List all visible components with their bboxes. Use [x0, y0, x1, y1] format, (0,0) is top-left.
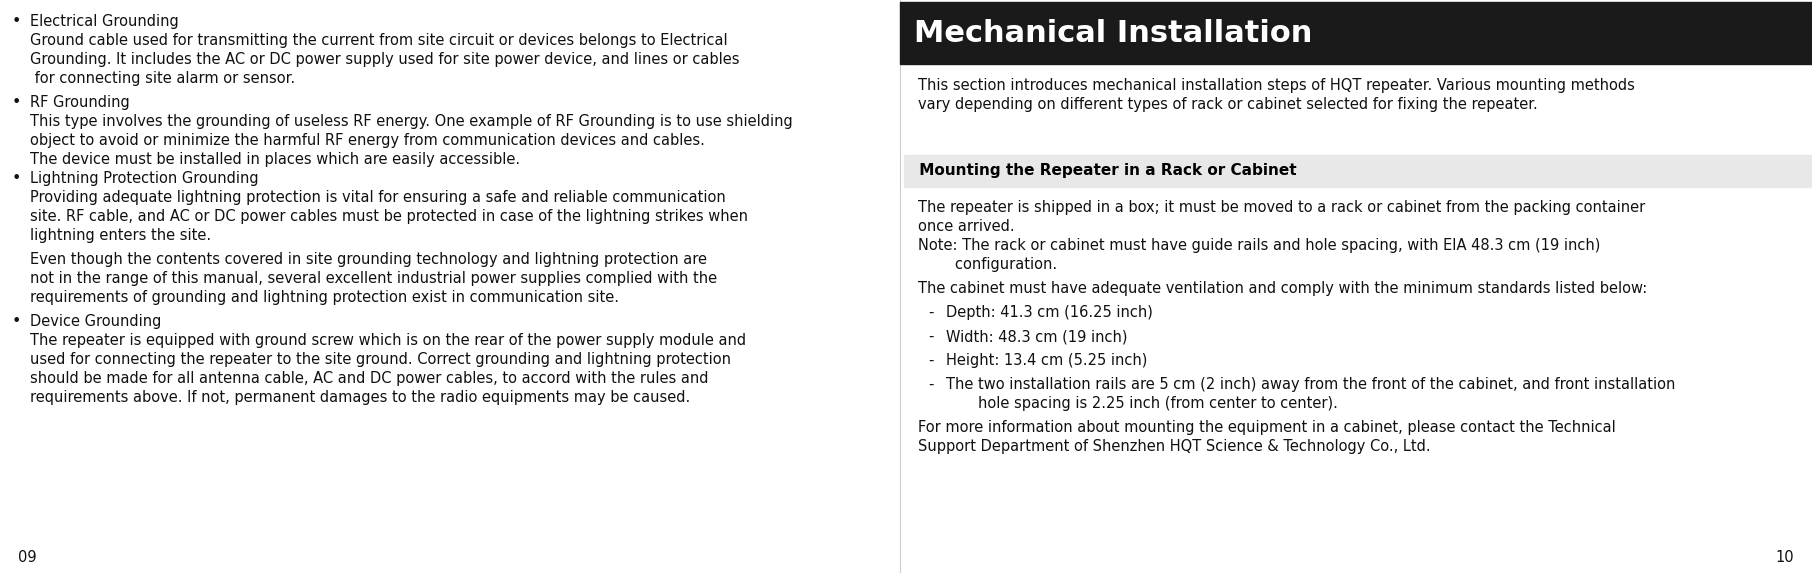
Text: The repeater is equipped with ground screw which is on the rear of the power sup: The repeater is equipped with ground scr… — [31, 333, 747, 348]
Text: for connecting site alarm or sensor.: for connecting site alarm or sensor. — [31, 71, 295, 86]
Text: Depth: 41.3 cm (16.25 inch): Depth: 41.3 cm (16.25 inch) — [946, 305, 1152, 320]
Text: This section introduces mechanical installation steps of HQT repeater. Various m: This section introduces mechanical insta… — [919, 78, 1634, 93]
Text: site. RF cable, and AC or DC power cables must be protected in case of the light: site. RF cable, and AC or DC power cable… — [31, 209, 748, 224]
Text: Electrical Grounding: Electrical Grounding — [31, 14, 179, 29]
Text: once arrived.: once arrived. — [919, 219, 1015, 234]
Text: vary depending on different types of rack or cabinet selected for fixing the rep: vary depending on different types of rac… — [919, 97, 1538, 112]
Text: Height: 13.4 cm (5.25 inch): Height: 13.4 cm (5.25 inch) — [946, 353, 1147, 368]
Text: lightning enters the site.: lightning enters the site. — [31, 228, 212, 243]
Text: -: - — [928, 353, 933, 368]
Text: •: • — [13, 14, 22, 29]
Text: Width: 48.3 cm (19 inch): Width: 48.3 cm (19 inch) — [946, 329, 1127, 344]
Text: The device must be installed in places which are easily accessible.: The device must be installed in places w… — [31, 152, 520, 167]
Text: -: - — [928, 329, 933, 344]
Text: RF Grounding: RF Grounding — [31, 95, 130, 110]
Text: •: • — [13, 171, 22, 186]
Text: •: • — [13, 95, 22, 110]
Text: 09: 09 — [18, 550, 36, 565]
Text: Device Grounding: Device Grounding — [31, 314, 161, 329]
Text: For more information about mounting the equipment in a cabinet, please contact t: For more information about mounting the … — [919, 420, 1616, 435]
Text: The cabinet must have adequate ventilation and comply with the minimum standards: The cabinet must have adequate ventilati… — [919, 281, 1647, 296]
Text: Grounding. It includes the AC or DC power supply used for site power device, and: Grounding. It includes the AC or DC powe… — [31, 52, 739, 67]
Text: This type involves the grounding of useless RF energy. One example of RF Groundi: This type involves the grounding of usel… — [31, 114, 794, 129]
Text: The two installation rails are 5 cm (2 inch) away from the front of the cabinet,: The two installation rails are 5 cm (2 i… — [946, 377, 1676, 392]
Text: should be made for all antenna cable, AC and DC power cables, to accord with the: should be made for all antenna cable, AC… — [31, 371, 708, 386]
Text: -: - — [928, 305, 933, 320]
Text: •: • — [13, 314, 22, 329]
Text: not in the range of this manual, several excellent industrial power supplies com: not in the range of this manual, several… — [31, 271, 718, 286]
Bar — [904, 155, 1812, 187]
Text: Even though the contents covered in site grounding technology and lightning prot: Even though the contents covered in site… — [31, 252, 707, 267]
Text: hole spacing is 2.25 inch (from center to center).: hole spacing is 2.25 inch (from center t… — [978, 396, 1337, 411]
Text: -: - — [928, 377, 933, 392]
Text: object to avoid or minimize the harmful RF energy from communication devices and: object to avoid or minimize the harmful … — [31, 133, 705, 148]
Bar — [901, 2, 1812, 64]
Text: Note: The rack or cabinet must have guide rails and hole spacing, with EIA 48.3 : Note: The rack or cabinet must have guid… — [919, 238, 1600, 253]
Text: Ground cable used for transmitting the current from site circuit or devices belo: Ground cable used for transmitting the c… — [31, 33, 728, 48]
Text: requirements of grounding and lightning protection exist in communication site.: requirements of grounding and lightning … — [31, 290, 620, 305]
Text: The repeater is shipped in a box; it must be moved to a rack or cabinet from the: The repeater is shipped in a box; it mus… — [919, 200, 1645, 215]
Text: Mounting the Repeater in a Rack or Cabinet: Mounting the Repeater in a Rack or Cabin… — [913, 163, 1297, 179]
Text: Support Department of Shenzhen HQT Science & Technology Co., Ltd.: Support Department of Shenzhen HQT Scien… — [919, 439, 1431, 454]
Text: requirements above. If not, permanent damages to the radio equipments may be cau: requirements above. If not, permanent da… — [31, 390, 690, 405]
Text: Providing adequate lightning protection is vital for ensuring a safe and reliabl: Providing adequate lightning protection … — [31, 190, 727, 205]
Text: configuration.: configuration. — [919, 257, 1056, 272]
Text: 10: 10 — [1776, 550, 1794, 565]
Text: used for connecting the repeater to the site ground. Correct grounding and light: used for connecting the repeater to the … — [31, 352, 730, 367]
Text: Mechanical Installation: Mechanical Installation — [913, 18, 1312, 48]
Text: Lightning Protection Grounding: Lightning Protection Grounding — [31, 171, 259, 186]
